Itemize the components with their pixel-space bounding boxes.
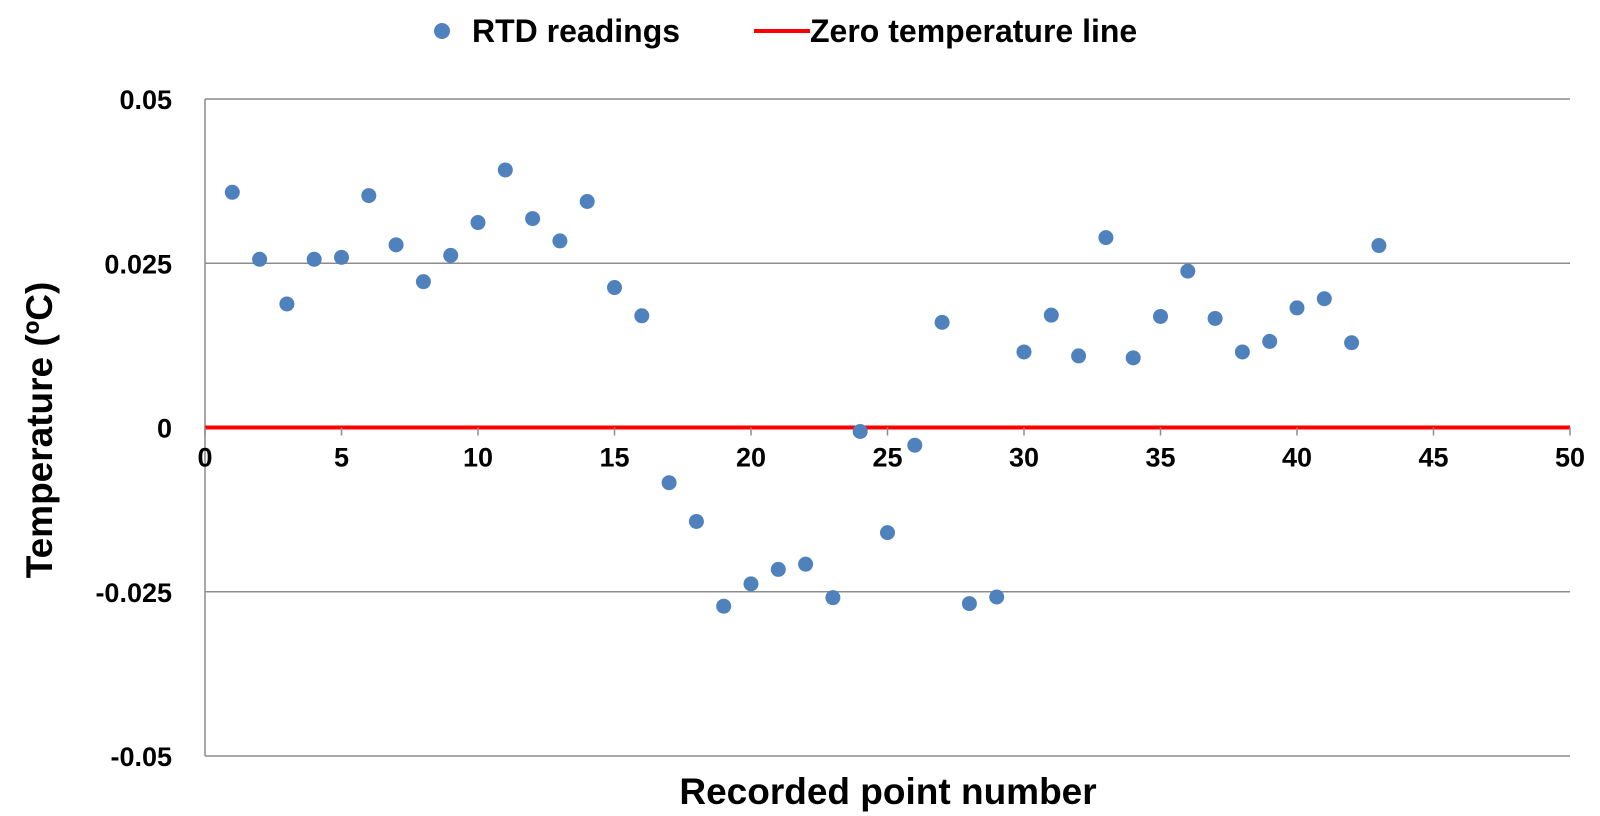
x-tick-label: 45 bbox=[1418, 443, 1448, 473]
rtd-reading-point bbox=[798, 556, 814, 572]
rtd-reading-point bbox=[1071, 348, 1087, 364]
rtd-reading-point bbox=[607, 280, 622, 296]
x-tick-label: 40 bbox=[1282, 443, 1312, 473]
rtd-reading-point bbox=[1043, 307, 1059, 323]
x-tick-label: 30 bbox=[1009, 443, 1039, 473]
rtd-reading-point bbox=[497, 162, 513, 178]
rtd-reading-point bbox=[306, 251, 322, 267]
y-tick-label: 0.025 bbox=[104, 249, 172, 279]
x-tick-label: 20 bbox=[736, 443, 766, 473]
rtd-reading-point bbox=[334, 249, 349, 265]
x-tick-labels: 0 5 10 15 20 25 30 35 40 45 50 bbox=[197, 427, 1585, 473]
rtd-reading-point bbox=[1316, 291, 1332, 307]
y-tick-label: -0.05 bbox=[110, 742, 172, 772]
rtd-reading-point bbox=[388, 237, 404, 253]
rtd-reading-point bbox=[1098, 230, 1114, 246]
y-tick-labels: 0.05 0.025 0 -0.025 -0.05 bbox=[95, 85, 172, 772]
rtd-reading-point bbox=[934, 314, 950, 330]
x-tick-label: 25 bbox=[872, 443, 902, 473]
rtd-reading-point bbox=[989, 589, 1005, 605]
x-tick-label: 5 bbox=[334, 443, 349, 473]
rtd-reading-point bbox=[279, 296, 295, 312]
y-tick-label: -0.025 bbox=[95, 578, 172, 608]
legend-marker-rtd bbox=[434, 23, 450, 39]
data-points bbox=[224, 162, 1387, 614]
rtd-reading-point bbox=[1289, 300, 1305, 316]
rtd-reading-point bbox=[361, 188, 377, 204]
rtd-reading-point bbox=[579, 193, 595, 209]
rtd-reading-point bbox=[1371, 238, 1387, 254]
x-axis-title: Recorded point number bbox=[679, 771, 1096, 812]
rtd-reading-point bbox=[1125, 350, 1141, 366]
rtd-reading-point bbox=[1207, 310, 1223, 326]
x-tick-label: 35 bbox=[1145, 443, 1175, 473]
rtd-reading-point bbox=[852, 423, 868, 439]
rtd-reading-point bbox=[415, 274, 431, 290]
rtd-reading-point bbox=[880, 525, 895, 541]
rtd-reading-point bbox=[252, 251, 268, 267]
legend-label-zero: Zero temperature line bbox=[810, 13, 1137, 49]
rtd-reading-point bbox=[1180, 263, 1196, 279]
x-tick-label: 0 bbox=[197, 443, 212, 473]
rtd-reading-point bbox=[770, 561, 786, 577]
rtd-reading-point bbox=[743, 576, 759, 592]
y-axis-title: Temperature (ºC) bbox=[19, 282, 60, 579]
legend-label-rtd: RTD readings bbox=[472, 13, 680, 49]
rtd-reading-point bbox=[525, 211, 541, 227]
rtd-reading-point bbox=[224, 184, 240, 200]
x-tick-label: 15 bbox=[599, 443, 629, 473]
legend: RTD readings Zero temperature line bbox=[434, 13, 1137, 49]
rtd-reading-point bbox=[1153, 308, 1168, 324]
rtd-reading-point bbox=[470, 215, 486, 231]
y-tick-label: 0.05 bbox=[119, 85, 172, 115]
rtd-reading-point bbox=[688, 513, 704, 529]
rtd-reading-point bbox=[1344, 335, 1360, 351]
x-tick-label: 10 bbox=[463, 443, 493, 473]
y-tick-label: 0 bbox=[157, 414, 172, 444]
rtd-reading-point bbox=[1016, 344, 1032, 360]
rtd-reading-point bbox=[443, 247, 459, 263]
rtd-reading-point bbox=[825, 590, 841, 606]
rtd-reading-point bbox=[552, 233, 568, 249]
rtd-reading-point bbox=[907, 437, 923, 453]
rtd-reading-point bbox=[1262, 333, 1278, 349]
rtd-reading-point bbox=[1234, 344, 1250, 360]
x-tick-label: 50 bbox=[1555, 443, 1585, 473]
rtd-reading-point bbox=[634, 308, 650, 324]
rtd-reading-point bbox=[661, 475, 677, 491]
rtd-reading-point bbox=[961, 596, 977, 612]
rtd-reading-point bbox=[716, 598, 732, 614]
